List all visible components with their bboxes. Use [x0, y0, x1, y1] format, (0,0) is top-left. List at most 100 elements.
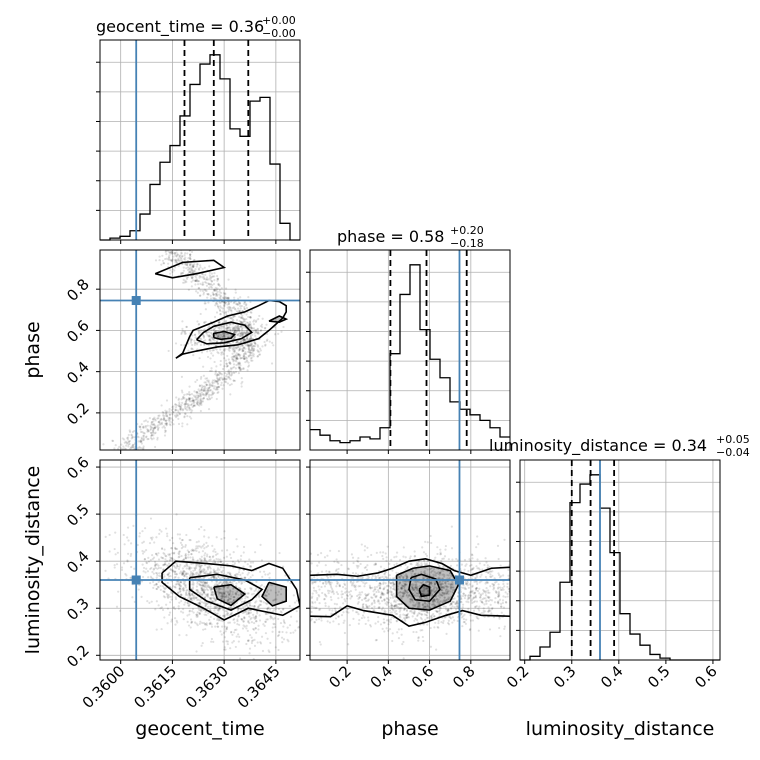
- sample-point: [185, 325, 188, 328]
- sample-point: [154, 566, 157, 569]
- sample-point: [203, 321, 206, 324]
- panel-frame: [309, 249, 511, 451]
- sample-point: [432, 587, 435, 590]
- sample-point: [218, 308, 222, 312]
- sample-point: [139, 428, 142, 431]
- sample-point: [407, 616, 410, 619]
- sample-point: [132, 445, 135, 448]
- sample-point: [204, 289, 207, 292]
- sample-point: [276, 593, 279, 597]
- sample-point: [225, 628, 228, 631]
- sample-point: [184, 557, 188, 560]
- sample-point: [240, 385, 243, 388]
- sample-point: [181, 571, 185, 574]
- sample-point: [271, 626, 274, 629]
- sample-point: [181, 588, 184, 591]
- sample-point: [257, 330, 260, 333]
- sample-point: [439, 607, 442, 610]
- sample-point: [191, 586, 195, 589]
- sample-point: [241, 320, 244, 324]
- sample-point: [185, 634, 188, 637]
- sample-point: [192, 404, 196, 407]
- sample-point: [351, 556, 355, 559]
- sample-point: [230, 581, 234, 584]
- sample-point: [247, 344, 250, 347]
- sample-point: [194, 396, 198, 399]
- sample-point: [183, 403, 186, 406]
- sample-point: [183, 281, 186, 284]
- sample-point: [206, 593, 209, 596]
- sample-point: [262, 601, 265, 604]
- sample-point: [404, 583, 407, 586]
- sample-point: [223, 599, 226, 602]
- sample-point: [181, 271, 185, 275]
- sample-point: [140, 423, 143, 426]
- sample-point: [216, 583, 219, 587]
- sample-point: [238, 623, 241, 626]
- sample-point: [430, 582, 433, 585]
- sample-point: [199, 599, 202, 602]
- sample-point: [375, 576, 378, 579]
- sample-point: [162, 414, 165, 417]
- sample-point: [148, 541, 152, 545]
- sample-point: [193, 341, 197, 345]
- sample-point: [439, 551, 442, 554]
- sample-point: [250, 621, 254, 624]
- sample-point: [159, 566, 162, 570]
- sample-point: [444, 592, 447, 595]
- sample-point: [186, 594, 189, 597]
- sample-point: [430, 582, 433, 585]
- sample-point: [464, 587, 468, 591]
- sample-point: [344, 591, 347, 594]
- sample-point: [198, 287, 201, 290]
- sample-point: [167, 553, 170, 556]
- sample-point: [213, 571, 216, 574]
- sample-point: [417, 639, 420, 642]
- sample-point: [404, 590, 408, 593]
- sample-point: [173, 269, 176, 272]
- sample-point: [350, 584, 354, 587]
- sample-point: [430, 580, 433, 583]
- sample-point: [278, 551, 281, 555]
- sample-point: [226, 326, 230, 330]
- sample-point: [393, 576, 396, 580]
- sample-point: [233, 331, 236, 334]
- sample-point: [150, 566, 153, 570]
- sample-point: [235, 593, 238, 596]
- sample-point: [467, 600, 470, 604]
- sample-point: [178, 403, 181, 406]
- sample-point: [191, 409, 194, 412]
- sample-point: [206, 330, 209, 334]
- sample-point: [242, 349, 245, 352]
- sample-point: [179, 407, 182, 411]
- sample-point: [314, 601, 317, 604]
- sample-point: [178, 565, 181, 568]
- sample-point: [201, 584, 204, 587]
- sample-point: [256, 641, 259, 644]
- sample-point: [170, 557, 173, 560]
- sample-point: [386, 590, 389, 593]
- sample-point: [218, 606, 222, 610]
- sample-point: [216, 376, 219, 379]
- sample-point: [166, 573, 170, 576]
- sample-point: [435, 586, 438, 589]
- sample-point: [356, 573, 360, 576]
- sample-point: [108, 533, 111, 537]
- sample-point: [218, 587, 221, 591]
- sample-point: [199, 399, 203, 402]
- sample-point: [426, 580, 429, 583]
- sample-point: [212, 387, 215, 390]
- sample-point: [202, 273, 205, 276]
- sample-point: [256, 328, 259, 331]
- sample-point: [216, 278, 220, 281]
- sample-point: [246, 344, 250, 347]
- sample-point: [208, 271, 211, 274]
- sample-point: [481, 598, 484, 601]
- sample-point: [205, 587, 208, 591]
- sample-point: [212, 575, 215, 579]
- sample-point: [273, 599, 276, 602]
- sample-point: [198, 276, 201, 279]
- sample-point: [226, 614, 229, 617]
- sample-point: [236, 341, 239, 344]
- sample-point: [188, 538, 191, 542]
